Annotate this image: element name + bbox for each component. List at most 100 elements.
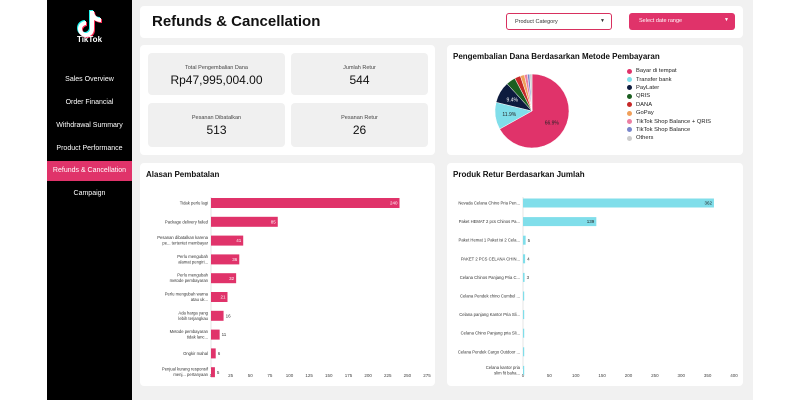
legend-label: TikTok Shop Balance + QRIS <box>636 118 712 125</box>
legend-item[interactable]: TikTok Shop Balance + QRIS <box>627 117 711 125</box>
page-title: Refunds & Cancellation <box>152 13 321 30</box>
bar[interactable] <box>211 216 278 227</box>
y-category-label: Tidak perlu lagi <box>180 201 208 206</box>
x-tick-label: 75 <box>267 373 273 378</box>
bar[interactable] <box>523 198 714 208</box>
x-tick-label: 150 <box>598 373 606 378</box>
chevron-down-icon: ▼ <box>600 18 605 24</box>
y-category-label: Package delivery failed <box>165 219 209 224</box>
chevron-down-icon: ▼ <box>724 17 729 23</box>
y-category-label: Ada harga yang <box>178 310 208 315</box>
bar[interactable] <box>523 347 525 357</box>
pie-chart-card: Pengembalian Dana Berdasarkan Metode Pem… <box>447 45 743 155</box>
legend-dot-icon <box>627 93 632 99</box>
legend-dot-icon <box>627 77 632 83</box>
y-category-label: Paket Hemat 1 Paket isi 2 Cela... <box>459 238 520 243</box>
bar[interactable] <box>211 273 237 284</box>
bar[interactable] <box>211 367 215 378</box>
legend-item[interactable]: Bayar di tempat <box>627 67 711 75</box>
pie-slice[interactable] <box>529 73 533 112</box>
y-category-label: atau uk... <box>191 297 208 302</box>
nav-product-performance[interactable]: Product Performance <box>56 145 123 152</box>
bar-value-label: 5 <box>217 370 220 375</box>
page-header: Refunds & Cancellation Product Category … <box>140 6 743 38</box>
bar[interactable] <box>523 365 525 375</box>
bar[interactable] <box>523 217 597 227</box>
nav-withdrawal-summary[interactable]: Withdrawal Summary <box>56 122 123 129</box>
x-tick-label: 0 <box>522 373 525 378</box>
y-category-label: Celana panjang Kantor Pria Sli... <box>459 312 520 317</box>
x-tick-label: 350 <box>704 373 712 378</box>
brand-name: TikTok <box>76 35 103 44</box>
bar-value-label: 5 <box>528 238 531 243</box>
kpi-label: Jumlah Retur <box>343 65 376 71</box>
bar-value-label: 85 <box>271 219 277 224</box>
cancellation-bar-chart: 0255075100125150175200225250275Tidak per… <box>157 197 431 378</box>
x-tick-label: 200 <box>625 373 633 378</box>
pie-slice[interactable] <box>499 73 570 149</box>
bar-value-label: 36 <box>232 257 238 262</box>
y-category-label: Celana kantor pria <box>486 365 521 370</box>
legend-label: QRIS <box>636 93 651 100</box>
nav-campaign[interactable]: Campaign <box>73 190 106 197</box>
y-category-label: Celana Chino Panjang pria Sli... <box>461 331 520 336</box>
legend-item[interactable]: Transfer bank <box>627 75 711 83</box>
cancellation-reasons-card: Alasan Pembatalan 0255075100125150175200… <box>140 163 435 386</box>
bar[interactable] <box>523 235 526 245</box>
x-tick-label: 50 <box>248 373 254 378</box>
x-tick-label: 25 <box>228 373 234 378</box>
x-tick-label: 400 <box>730 373 738 378</box>
cancellation-chart-title: Alasan Pembatalan <box>146 170 220 179</box>
pie-legend: Bayar di tempat Transfer bank PayLater QRIS… <box>627 67 711 143</box>
nav-sales-overview[interactable]: Sales Overview <box>65 76 114 83</box>
x-tick-label: 250 <box>651 373 659 378</box>
bar[interactable] <box>523 328 525 338</box>
bar[interactable] <box>211 329 220 340</box>
legend-item[interactable]: Others <box>627 134 711 142</box>
legend-label: Bayar di tempat <box>636 68 677 75</box>
legend-item[interactable]: DANA <box>627 101 711 109</box>
legend-label: GoPay <box>636 110 654 117</box>
bar-value-label: 21 <box>220 295 226 300</box>
pie-slice-label: 9.4% <box>507 97 519 103</box>
bar-value-label: 11 <box>222 332 227 337</box>
bar[interactable] <box>211 254 240 265</box>
bar[interactable] <box>211 310 224 321</box>
bar-value-label: 240 <box>390 201 398 206</box>
kpi-value: 513 <box>206 123 227 137</box>
legend-item[interactable]: GoPay <box>627 109 711 117</box>
product-category-dropdown[interactable]: Product Category ▼ <box>506 13 612 30</box>
legend-label: Transfer bank <box>636 76 672 83</box>
legend-dot-icon <box>627 135 632 141</box>
bar-value-label: 3 <box>527 275 530 280</box>
returns-bar-chart: 0 50 100 150 200 250 300 350 400 Nevada Celana Ch… <box>458 197 738 378</box>
kpi-label: Pesanan Retur <box>341 115 378 121</box>
bar[interactable] <box>523 310 525 320</box>
bar[interactable] <box>211 198 400 208</box>
y-category-label: Celana Chinos Panjang Pria C... <box>460 275 520 280</box>
y-category-label: Perlu mengubah warna <box>165 292 209 297</box>
bar[interactable] <box>523 272 525 282</box>
nav-order-financial[interactable]: Order Financial <box>65 99 114 106</box>
bar[interactable] <box>523 291 525 301</box>
legend-item[interactable]: QRIS <box>627 92 711 100</box>
bar[interactable] <box>211 348 216 359</box>
nav-refunds-cancellation[interactable]: Refunds & Cancellation <box>47 161 132 181</box>
y-category-label: Metode pembayaran <box>170 329 209 334</box>
legend-dot-icon <box>627 85 632 91</box>
legend-dot-icon <box>627 119 632 125</box>
y-category-label: Perlu mengubah <box>177 254 208 259</box>
bar[interactable] <box>211 235 244 246</box>
bar-value-label: 16 <box>226 313 232 318</box>
x-tick-label: 100 <box>572 373 580 378</box>
y-category-label: Celana Pendek chino Cumbel ... <box>460 294 520 299</box>
legend-item[interactable]: PayLater <box>627 84 711 92</box>
y-category-label: pe... tertentet membayar <box>162 241 208 246</box>
pie-slice-label: 11.9% <box>502 112 516 118</box>
bar[interactable] <box>523 254 526 264</box>
legend-item[interactable]: TikTok Shop Balance <box>627 126 711 134</box>
date-range-picker[interactable]: Select date range ▼ <box>629 13 735 30</box>
x-tick-label: 175 <box>345 373 353 378</box>
bar[interactable] <box>211 292 228 302</box>
returns-chart-title: Produk Retur Berdasarkan Jumlah <box>453 170 585 179</box>
